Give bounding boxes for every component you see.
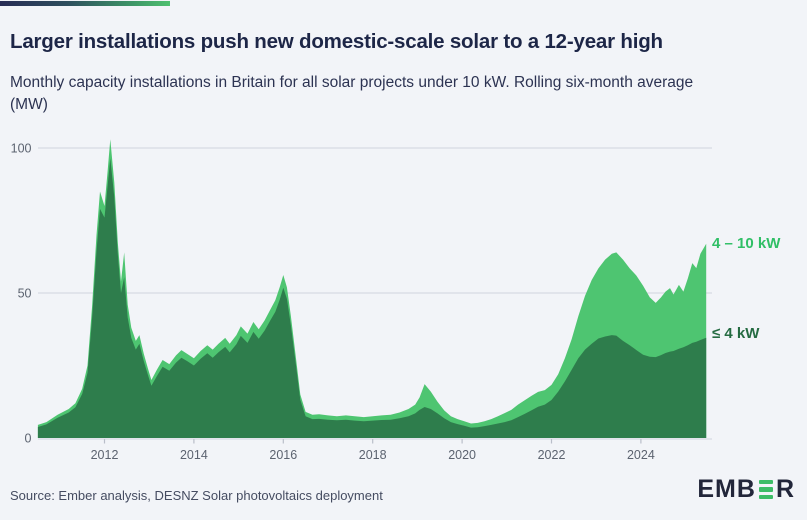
- logo-text-suffix: R: [775, 475, 795, 503]
- svg-text:2012: 2012: [91, 448, 119, 462]
- svg-text:50: 50: [18, 287, 32, 301]
- svg-text:2014: 2014: [180, 448, 208, 462]
- x-axis: [38, 438, 712, 444]
- x-axis-labels: 2012 2014 2016 2018 2020 2022 2024: [91, 448, 655, 462]
- page-title: Larger installations push new domestic-s…: [10, 29, 663, 53]
- y-axis-labels: 0 50 100: [11, 142, 32, 446]
- area-le4kw: [37, 158, 707, 438]
- svg-text:2024: 2024: [627, 448, 655, 462]
- svg-text:2022: 2022: [538, 448, 566, 462]
- svg-text:0: 0: [25, 432, 32, 446]
- logo-e-bars-icon: [758, 479, 773, 500]
- svg-text:2020: 2020: [448, 448, 476, 462]
- page-subtitle: Monthly capacity installations in Britai…: [10, 73, 694, 113]
- legend-label-4-10kw: 4 – 10 kW: [712, 235, 781, 252]
- svg-text:2018: 2018: [359, 448, 387, 462]
- logo-text-prefix: EMB: [697, 475, 756, 503]
- svg-text:100: 100: [11, 142, 32, 156]
- svg-text:2016: 2016: [269, 448, 297, 462]
- source-text: Source: Ember analysis, DESNZ Solar phot…: [10, 488, 383, 503]
- gradient-accent-bar: [0, 1, 170, 6]
- legend-label-le4kw: ≤ 4 kW: [712, 325, 760, 342]
- ember-logo: EMB R: [697, 477, 795, 502]
